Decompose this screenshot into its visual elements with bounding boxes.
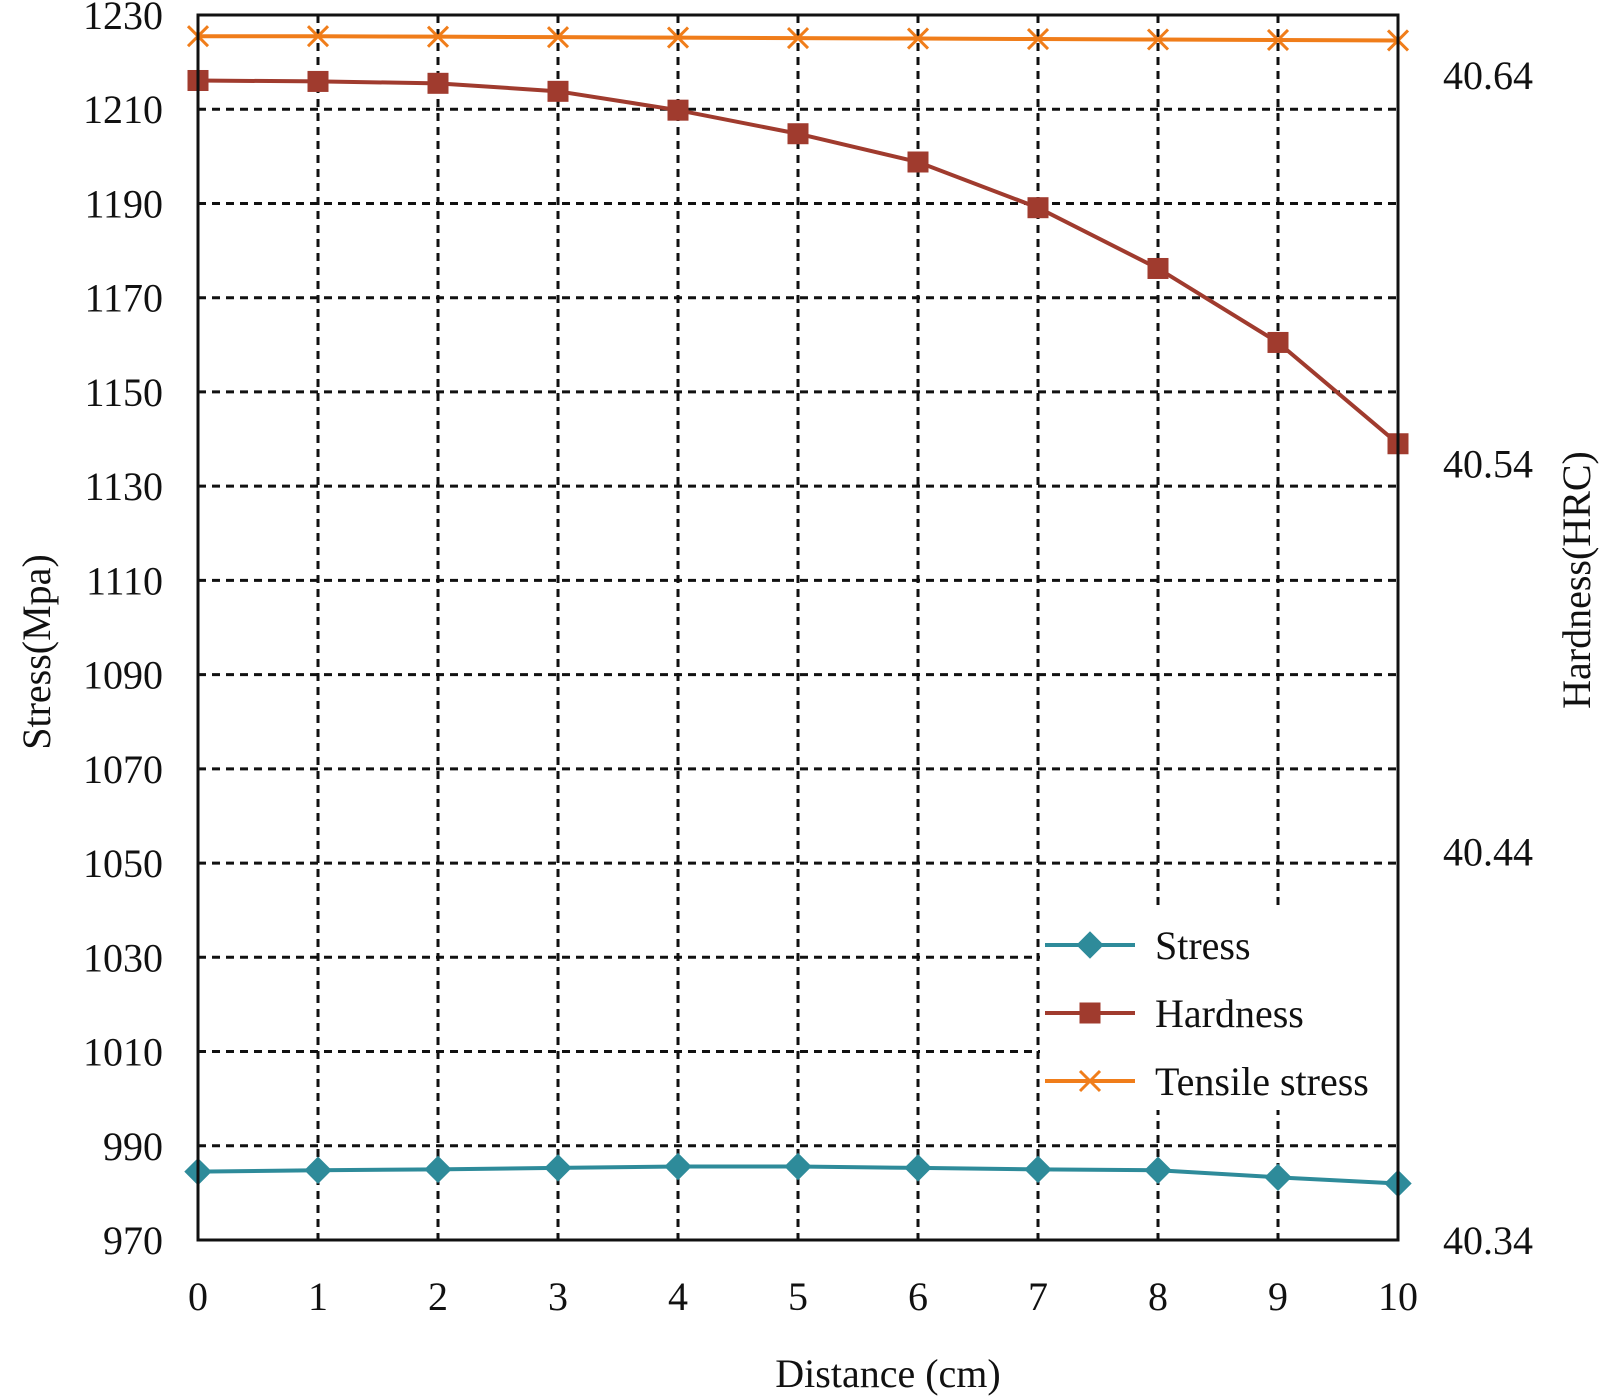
- tensile-stress-point: [1146, 28, 1170, 51]
- y-tick-label: 1210: [83, 87, 163, 132]
- y-tick-label: 1150: [84, 370, 163, 415]
- x-tick-label: 3: [548, 1274, 568, 1319]
- tensile-stress-point: [786, 27, 810, 50]
- y2-axis-title: Hardness(HRC): [1554, 451, 1599, 709]
- stress-point: [664, 1152, 692, 1181]
- legend-marker: [1076, 931, 1104, 959]
- stress-point: [904, 1154, 932, 1182]
- y-tick-label: 1110: [86, 558, 163, 603]
- x-tick-label: 2: [428, 1274, 448, 1319]
- y-tick-label: 1050: [83, 841, 163, 886]
- hardness-point: [907, 151, 929, 173]
- hardness-point: [667, 99, 689, 121]
- hardness-point: [1267, 331, 1289, 353]
- x-tick-label: 10: [1378, 1274, 1418, 1319]
- x-tick-label: 5: [788, 1274, 808, 1319]
- y-tick-label: 1090: [83, 653, 163, 698]
- stress-point: [784, 1152, 812, 1181]
- stress-point: [1144, 1156, 1172, 1184]
- plot-frame: [196, 13, 1400, 1242]
- hardness-point: [547, 80, 569, 102]
- hardness-point: [1027, 197, 1049, 219]
- stress-point: [304, 1156, 332, 1184]
- hardness-point: [427, 72, 449, 94]
- y2-tick-label: 40.54: [1443, 441, 1533, 486]
- stress-point: [424, 1155, 452, 1184]
- y-tick-label: 1030: [83, 935, 163, 980]
- legend-label: Tensile stress: [1155, 1059, 1369, 1104]
- tensile-stress-point: [906, 27, 930, 50]
- tensile-stress-point: [306, 25, 330, 48]
- legend-item-tensile-stress: Tensile stress: [1045, 1059, 1369, 1104]
- stress-series: [184, 1152, 1412, 1198]
- tensile-stress-point: [666, 26, 690, 49]
- y-tick-label: 1070: [83, 747, 163, 792]
- hardness-series: [187, 69, 1409, 455]
- hardness-point: [787, 123, 809, 145]
- legend-marker: [1078, 1069, 1102, 1093]
- y-tick-label: 1010: [83, 1030, 163, 1075]
- hardness-point: [307, 70, 329, 92]
- legend-label: Stress: [1155, 923, 1251, 968]
- x-tick-label: 6: [908, 1274, 928, 1319]
- tensile-stress-point: [426, 25, 450, 48]
- x-tick-label: 0: [188, 1274, 208, 1319]
- plot-series: [184, 25, 1412, 1198]
- stress-point: [1024, 1155, 1052, 1184]
- y2-tick-label: 40.64: [1443, 53, 1533, 98]
- y2-tick-label: 40.34: [1443, 1218, 1533, 1263]
- legend-item-stress: Stress: [1045, 923, 1251, 968]
- x-tick-label: 1: [308, 1274, 328, 1319]
- y-tick-label: 1230: [83, 0, 163, 38]
- y-tick-label: 990: [103, 1124, 163, 1169]
- legend-label: Hardness: [1155, 991, 1304, 1036]
- legend-item-hardness: Hardness: [1045, 991, 1304, 1036]
- x-tick-label: 9: [1268, 1274, 1288, 1319]
- y-tick-label: 1190: [84, 181, 163, 226]
- tensile-stress-point: [1266, 28, 1290, 52]
- tensile-stress-point: [1026, 27, 1050, 51]
- y-tick-label: 970: [103, 1218, 163, 1263]
- x-tick-label: 4: [668, 1274, 688, 1319]
- x-tick-label: 7: [1028, 1274, 1048, 1319]
- y2-tick-label: 40.44: [1443, 830, 1533, 875]
- stress-point: [544, 1154, 572, 1182]
- y-tick-label: 1170: [84, 276, 163, 321]
- y-axis-title: Stress(Mpa): [14, 554, 59, 750]
- legend: Stress Hardness Tensile stress: [1040, 905, 1396, 1110]
- axis-ticks: 9709901010103010501070109011101130115011…: [83, 0, 1533, 1319]
- tensile-stress-point: [546, 26, 570, 49]
- x-axis-title: Distance (cm): [775, 1351, 1000, 1396]
- legend-marker: [1079, 1002, 1101, 1024]
- stress-point: [1264, 1163, 1292, 1192]
- x-tick-label: 8: [1148, 1274, 1168, 1319]
- y-tick-label: 1130: [84, 464, 163, 509]
- hardness-point: [1147, 257, 1169, 279]
